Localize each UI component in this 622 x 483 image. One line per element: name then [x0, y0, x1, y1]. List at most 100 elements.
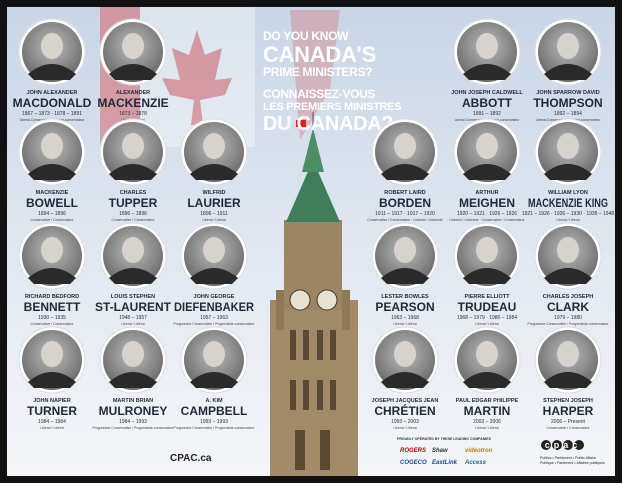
portrait-body	[190, 372, 238, 388]
title-line: LES PREMIERS MINISTRES	[263, 101, 401, 113]
pm-first-names: STEPHEN JOSEPH	[543, 398, 593, 404]
pm-party: Unionist / Unioniste · Conservative / Co…	[449, 218, 525, 222]
sponsor-logo: COGECO	[400, 460, 427, 466]
pm-first-names: LESTER BOWLES	[381, 294, 429, 300]
pm-surname: PEARSON	[375, 300, 434, 314]
logo-circle	[574, 440, 584, 450]
pm-party: Liberal / Libéral	[202, 218, 225, 222]
pm-surname: BENNETT	[24, 300, 81, 314]
pm-first-names: MARTIN BRIAN	[113, 398, 153, 404]
pm-party: Conservative / Conservateur	[31, 322, 75, 326]
logo-tagline: Politique • Parlement • Affaires publiqu…	[540, 461, 605, 465]
pm-surname: MACKENZIE KING	[528, 196, 608, 210]
website: CPAC.ca	[170, 453, 212, 464]
logo-circle	[541, 440, 551, 450]
portrait-head	[203, 341, 225, 367]
portrait-head	[394, 341, 416, 367]
pm-first-names: JOHN SPARROW DAVID	[536, 90, 599, 96]
pm-party: Liberal / Libéral	[393, 322, 416, 326]
portrait-body	[463, 372, 511, 388]
pm-first-names: ALEXANDER	[116, 90, 150, 96]
pm-surname: THOMPSON	[533, 96, 602, 110]
pm-years: 1896 – 1896	[119, 211, 147, 217]
title-line: DU CANADA?	[263, 113, 393, 135]
portrait-body	[190, 268, 238, 284]
sponsor-logo: EastLink	[432, 460, 458, 466]
portrait-body	[28, 268, 76, 284]
pm-first-names: PAUL EDGAR PHILIPPE	[456, 398, 519, 404]
logo-circle	[552, 440, 562, 450]
pm-years: 1873 – 1878	[119, 111, 147, 117]
pm-first-names: ROBERT LAIRD	[384, 190, 426, 196]
sponsor-logo: Access	[464, 460, 487, 466]
pm-surname: MULRONEY	[99, 404, 168, 418]
pm-surname: TURNER	[27, 404, 77, 418]
pm-party: Progressive Conservative / Progressiste-…	[527, 322, 609, 326]
pm-first-names: CHARLES	[120, 190, 147, 196]
pm-party: Conservative / Conservateur · Unionist /…	[367, 218, 442, 222]
pm-first-names: JOHN JOSEPH CALDWELL	[451, 90, 523, 96]
pm-years: 1930 – 1935	[38, 315, 66, 321]
portrait-body	[544, 64, 592, 80]
pm-surname: CAMPBELL	[181, 404, 248, 418]
pm-first-names: LOUIS STEPHEN	[111, 294, 155, 300]
pm-surname: MARTIN	[464, 404, 511, 418]
pm-party: Conservative / Conservateur	[31, 218, 75, 222]
portrait-body	[190, 164, 238, 180]
pm-party: Progressive Conservative / Progressiste-…	[92, 426, 174, 430]
pm-surname: MEIGHEN	[459, 196, 515, 210]
pm-surname: LAURIER	[187, 196, 241, 210]
pm-first-names: JOSEPH JACQUES JEAN	[372, 398, 439, 404]
portrait-head	[394, 133, 416, 159]
portrait-body	[463, 268, 511, 284]
pm-first-names: JOHN NAPIER	[33, 398, 71, 404]
pm-surname: MACDONALD	[13, 96, 92, 110]
pm-first-names: JOHN ALEXANDER	[27, 90, 78, 96]
pm-years: 1993 – 2003	[391, 419, 419, 425]
portrait-body	[544, 372, 592, 388]
pm-first-names: WILLIAM LYON	[548, 190, 588, 196]
pm-years: 1948 – 1957	[119, 315, 147, 321]
logo-circle	[563, 440, 573, 450]
pm-surname: BORDEN	[379, 196, 431, 210]
portrait-head	[41, 33, 63, 59]
portrait-head	[557, 133, 579, 159]
pm-party: Liberal / Libéral	[475, 426, 498, 430]
pm-party: Liberal / Libéral	[40, 426, 63, 430]
portrait-head	[394, 237, 416, 263]
pm-years: 1979 – 1980	[554, 315, 582, 321]
pm-first-names: WILFRID	[203, 190, 226, 196]
portrait-head	[203, 133, 225, 159]
pm-years: 1867 – 1873 · 1878 – 1891	[22, 111, 82, 117]
portrait-head	[122, 237, 144, 263]
logo: cpac	[545, 440, 582, 450]
portrait-head	[557, 237, 579, 263]
pm-years: 1921 – 1926 · 1926 – 1930 · 1935 – 1948	[522, 211, 615, 217]
sponsor-logo: vidéotron	[465, 448, 493, 454]
portrait-body	[544, 164, 592, 180]
title-line: PRIME MINISTERS?	[263, 65, 372, 79]
pm-surname: TUPPER	[109, 196, 158, 210]
pm-years: 1957 – 1963	[200, 315, 228, 321]
portrait-body	[381, 164, 429, 180]
pm-party: Progressive Conservative / Progressiste-…	[173, 322, 255, 326]
